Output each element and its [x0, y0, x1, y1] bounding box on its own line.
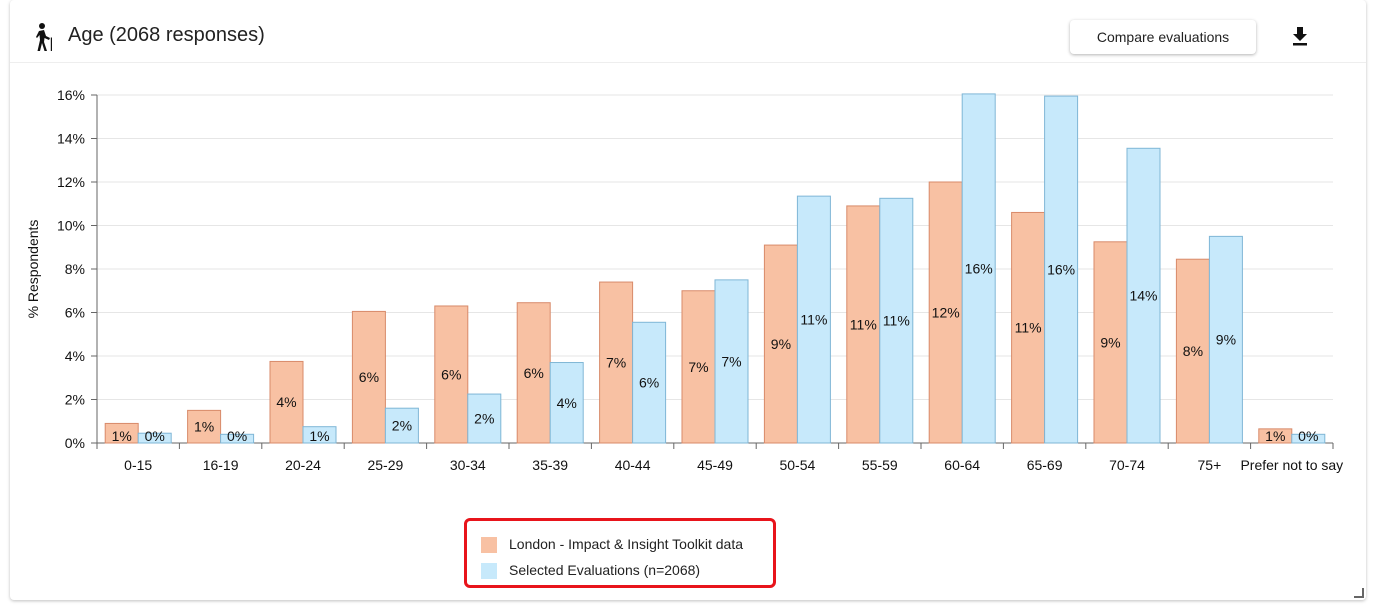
x-tick-label: 75+	[1198, 457, 1222, 473]
data-label-london: 1%	[1265, 428, 1285, 444]
bar-selected	[714, 279, 749, 444]
bar-london	[1175, 258, 1210, 444]
bar-selected	[302, 426, 337, 444]
bar-london	[763, 244, 798, 444]
data-label-selected: 4%	[557, 395, 577, 411]
legend-label-london: London - Impact & Insight Toolkit data	[509, 536, 743, 552]
age-chart-card: Age (2068 responses) Compare evaluations…	[10, 0, 1366, 600]
x-tick-label: 65-69	[1027, 457, 1063, 473]
bar-london	[1093, 241, 1128, 444]
chart-title: Age (2068 responses)	[68, 24, 265, 46]
data-label-london: 4%	[276, 394, 296, 410]
data-label-london: 12%	[932, 305, 960, 321]
bar-london	[434, 305, 469, 444]
card-header: Age (2068 responses) Compare evaluations	[10, 0, 1366, 63]
legend-swatch-selected	[481, 563, 497, 579]
chart-legend: London - Impact & Insight Toolkit data S…	[464, 518, 776, 588]
y-tick-label: 6%	[65, 305, 85, 321]
bar-selected	[137, 432, 172, 444]
bar-london	[351, 310, 386, 444]
bar-london	[599, 281, 634, 444]
bar-selected	[1044, 95, 1079, 444]
data-label-selected: 0%	[1298, 428, 1318, 444]
data-label-london: 7%	[688, 359, 708, 375]
bar-selected	[549, 362, 584, 444]
data-label-selected: 1%	[309, 428, 329, 444]
data-label-selected: 2%	[474, 411, 494, 427]
data-label-selected: 16%	[1047, 262, 1075, 278]
x-tick-label: 60-64	[944, 457, 980, 473]
data-label-london: 11%	[1015, 320, 1042, 336]
bar-selected	[384, 407, 419, 444]
bar-selected	[961, 93, 996, 444]
data-label-selected: 0%	[227, 428, 247, 444]
y-tick-label: 14%	[57, 131, 85, 147]
download-icon[interactable]	[1286, 22, 1314, 50]
bar-selected	[632, 321, 667, 444]
data-label-london: 8%	[1183, 343, 1203, 359]
data-label-london: 7%	[606, 355, 626, 371]
bar-selected	[879, 197, 914, 444]
x-tick-label: 35-39	[532, 457, 568, 473]
bar-selected	[1126, 147, 1161, 444]
y-tick-label: 16%	[57, 87, 85, 103]
data-label-london: 6%	[524, 365, 544, 381]
legend-swatch-london	[481, 537, 497, 553]
legend-label-selected: Selected Evaluations (n=2068)	[509, 562, 701, 578]
data-label-selected: 6%	[639, 375, 659, 391]
bar-chart: 0% 2% 4% 6% 8% 10% 12% 14% 16% % Respondents 0-15 1…	[25, 87, 1343, 473]
data-label-selected: 2%	[392, 418, 412, 434]
person-walking-cane-icon	[36, 23, 52, 51]
y-tick-label: 12%	[57, 174, 85, 190]
data-label-selected: 11%	[800, 312, 827, 328]
bar-selected	[796, 195, 831, 444]
compare-evaluations-button[interactable]: Compare evaluations	[1070, 20, 1256, 54]
data-label-selected: 9%	[1216, 332, 1236, 348]
y-tick-label: 10%	[57, 218, 85, 234]
y-tick-label: 2%	[65, 392, 85, 408]
data-label-london: 6%	[359, 369, 379, 385]
data-label-london: 6%	[441, 366, 461, 382]
x-tick-label: 45-49	[697, 457, 733, 473]
y-tick-label: 8%	[65, 261, 85, 277]
data-label-selected: 11%	[883, 313, 910, 329]
data-label-selected: 0%	[145, 428, 165, 444]
data-label-london: 9%	[1100, 334, 1120, 350]
bar-selected	[220, 433, 255, 444]
resize-handle[interactable]	[1354, 588, 1364, 598]
data-label-selected: 7%	[721, 353, 741, 369]
x-tick-label: 70-74	[1109, 457, 1145, 473]
bar-london	[928, 181, 963, 444]
bar-london	[187, 409, 222, 444]
y-tick-label: 4%	[65, 348, 85, 364]
bar-london	[846, 205, 881, 444]
bar-london	[269, 360, 304, 444]
data-label-selected: 14%	[1129, 288, 1157, 304]
bar-london	[681, 290, 716, 444]
data-label-london: 1%	[112, 428, 132, 444]
data-label-london: 9%	[771, 336, 791, 352]
bar-london	[1011, 211, 1046, 444]
data-label-selected: 16%	[965, 260, 993, 276]
x-tick-label: 40-44	[615, 457, 651, 473]
bar-selected	[467, 393, 502, 444]
x-tick-label: 25-29	[367, 457, 403, 473]
data-label-london: 1%	[194, 419, 214, 435]
x-tick-label: 55-59	[862, 457, 898, 473]
bar-selected	[1291, 433, 1326, 444]
x-tick-label: 50-54	[779, 457, 815, 473]
x-tick-label: 0-15	[124, 457, 152, 473]
x-tick-label: 20-24	[285, 457, 321, 473]
x-tick-label: 16-19	[203, 457, 239, 473]
y-tick-label: 0%	[65, 435, 85, 451]
y-axis-label: % Respondents	[25, 220, 41, 319]
x-tick-label: Prefer not to say	[1240, 457, 1343, 473]
data-label-london: 11%	[850, 316, 877, 332]
x-tick-label: 30-34	[450, 457, 486, 473]
bar-selected	[1208, 235, 1243, 444]
